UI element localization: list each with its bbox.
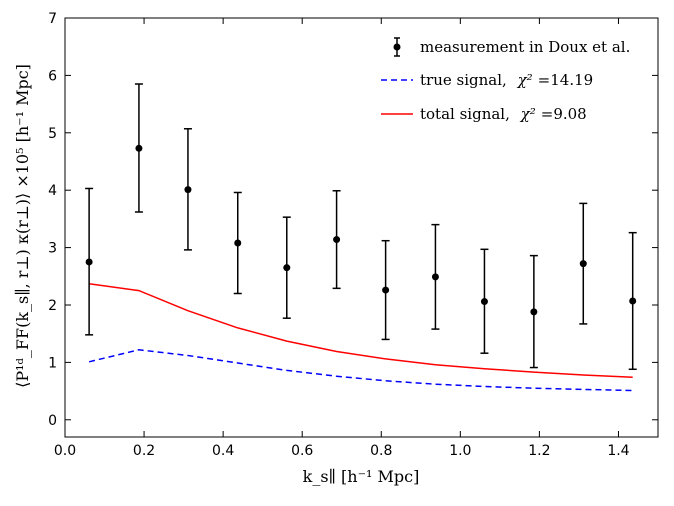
x-axis-label: k_s∥ [h⁻¹ Mpc]: [303, 467, 420, 486]
data-point: [382, 286, 390, 294]
x-tick-label: 0.6: [291, 443, 313, 459]
x-tick-label: 0.0: [54, 443, 76, 459]
legend-point-marker: [393, 43, 401, 51]
y-tick-label: 1: [48, 355, 57, 371]
x-tick-label: 1.2: [528, 443, 550, 459]
data-point: [579, 260, 587, 268]
data-point: [480, 298, 488, 306]
y-tick-label: 6: [48, 68, 57, 84]
y-tick-label: 5: [48, 126, 57, 142]
data-point: [85, 258, 93, 266]
legend-total-signal-label: total signal, χ² =9.08: [420, 105, 587, 123]
data-point: [234, 239, 242, 247]
legend-measurement-label: measurement in Doux et al.: [420, 38, 630, 56]
legend: measurement in Doux et al. true signal, …: [381, 37, 630, 123]
y-tick-label: 4: [48, 183, 57, 199]
total-signal-line: [88, 282, 633, 379]
data-point: [135, 144, 143, 152]
y-tick-label: 2: [48, 298, 57, 314]
data-point: [184, 186, 192, 194]
data-point: [333, 236, 341, 244]
y-tick-label: 3: [48, 241, 57, 257]
y-axis-label: ⟨P¹ᵈ_FF(k_s∥, r⊥) κ(r⊥)⟩ ×10⁵ [h⁻¹ Mpc]: [13, 64, 32, 388]
y-tick-label: 7: [48, 11, 57, 27]
x-tick-label: 1.4: [607, 443, 629, 459]
data-point: [283, 264, 291, 272]
legend-true-signal-label: true signal, χ² =14.19: [420, 71, 593, 89]
y-tick-label: 0: [48, 413, 57, 429]
data-point: [530, 308, 538, 316]
x-axis-ticks: 0.0 0.2 0.4 0.6 0.8 1.0 1.2 1.4: [54, 18, 630, 459]
x-tick-label: 0.2: [133, 443, 155, 459]
plot-frame: [64, 17, 659, 438]
x-tick-label: 0.4: [212, 443, 234, 459]
x-tick-label: 1.0: [449, 443, 471, 459]
measurement-errorbars: [85, 83, 637, 371]
data-point: [629, 297, 637, 305]
x-tick-label: 0.8: [370, 443, 392, 459]
data-point: [431, 273, 439, 281]
true-signal-line: [88, 349, 633, 392]
y-axis-ticks: 0 1 2 3 4 5 6 7: [48, 11, 658, 429]
signal-curves: [88, 282, 633, 392]
